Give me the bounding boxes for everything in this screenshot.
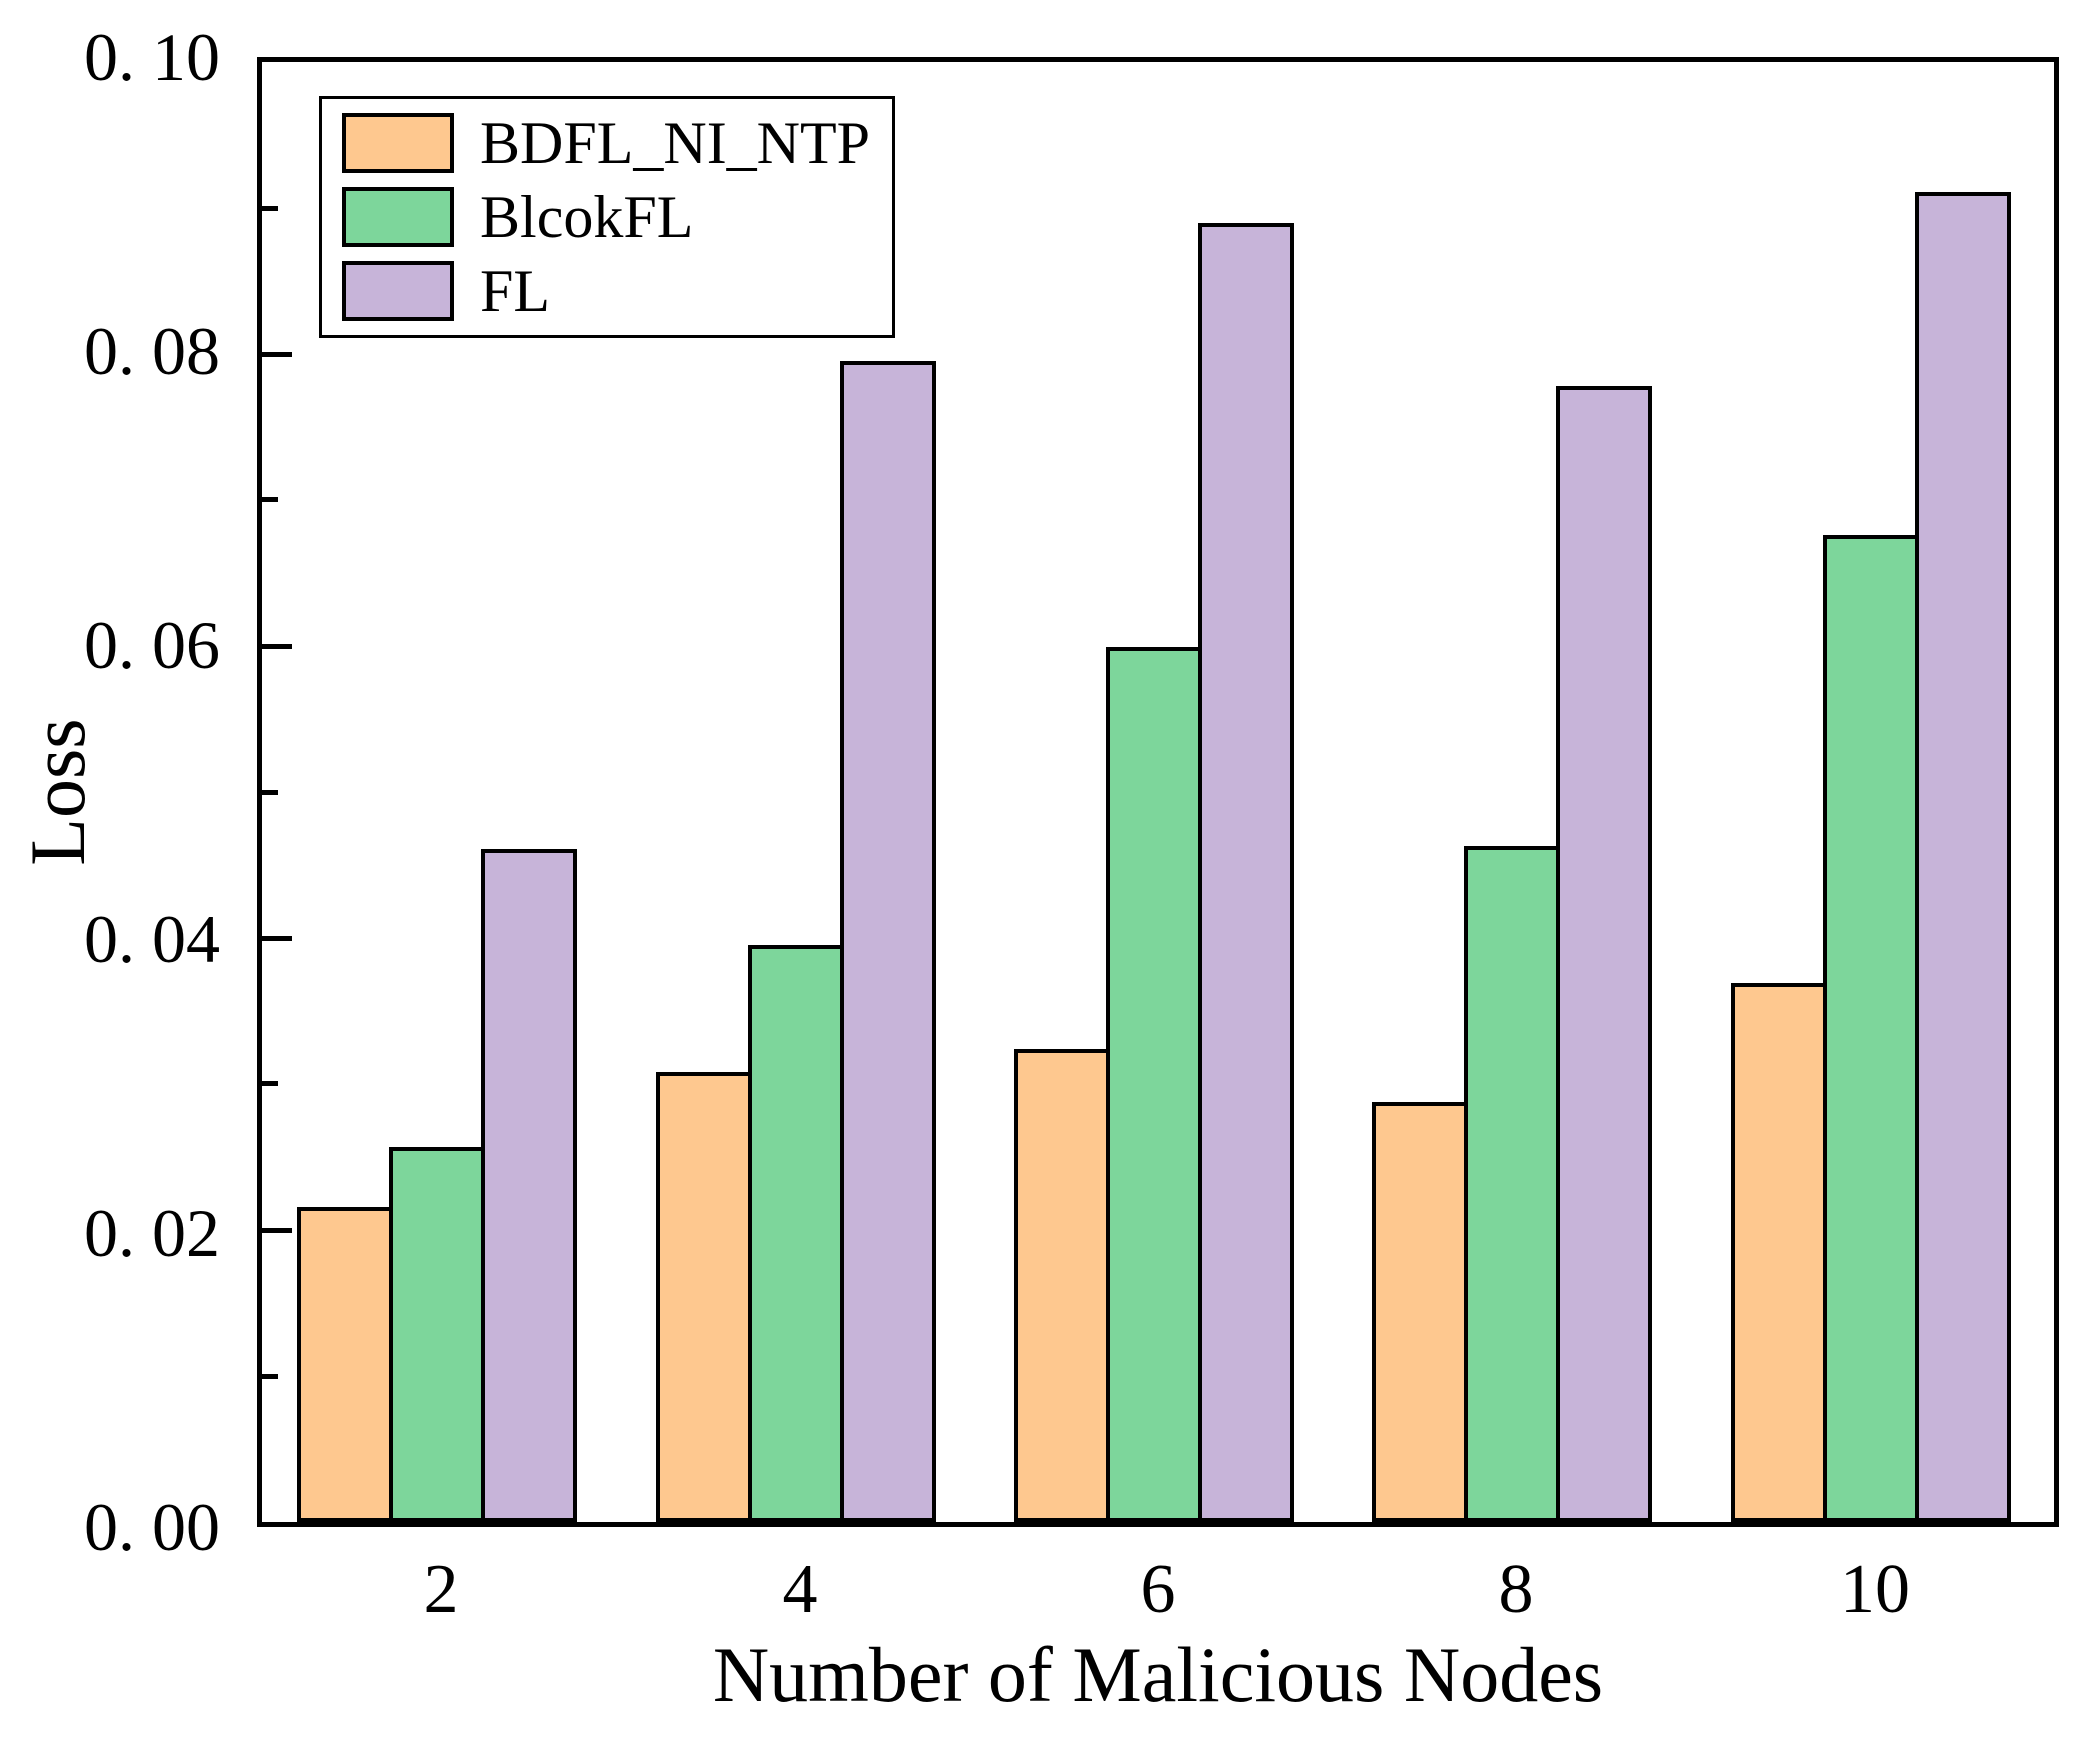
x-tick-label-2: 2 [423, 1551, 459, 1628]
bar-FL-x10 [1915, 192, 2011, 1522]
legend-label-blcokfl: BlcokFL [480, 184, 694, 250]
bar-BDFL_NI_NTP-x6 [1014, 1049, 1110, 1522]
x-axis-label: Number of Malicious Nodes [712, 1631, 1604, 1718]
x-tick-label-6: 6 [1140, 1551, 1176, 1628]
legend-item-fl: FL [342, 259, 870, 323]
y-major-tick-0.08 [262, 352, 292, 357]
legend: BDFL_NI_NTP BlcokFL FL [319, 96, 896, 338]
bar-FL-x4 [840, 361, 936, 1522]
legend-swatch-fl [342, 261, 454, 321]
y-major-tick-0.02 [262, 1228, 292, 1233]
legend-swatch-blcokfl [342, 187, 454, 247]
bar-BDFL_NI_NTP-x10 [1731, 983, 1827, 1522]
y-minor-tick-0.01 [262, 1374, 278, 1379]
y-minor-tick-0.07 [262, 497, 278, 502]
bar-FL-x6 [1198, 223, 1294, 1522]
bar-BlcokFL-x6 [1106, 647, 1202, 1522]
y-tick-label-0.02: 0. 02 [84, 1195, 220, 1271]
bar-FL-x2 [481, 849, 577, 1522]
legend-label-fl: FL [480, 258, 551, 324]
bar-BDFL_NI_NTP-x4 [656, 1072, 752, 1522]
x-tick-label-10: 10 [1840, 1551, 1910, 1628]
bar-BlcokFL-x2 [389, 1147, 485, 1522]
bar-BlcokFL-x8 [1464, 846, 1560, 1522]
bar-BDFL_NI_NTP-x8 [1372, 1102, 1468, 1522]
legend-item-blcokfl: BlcokFL [342, 185, 870, 249]
y-tick-label-0.00: 0. 00 [84, 1489, 220, 1565]
y-major-tick-0.06 [262, 644, 292, 649]
bar-BlcokFL-x10 [1823, 535, 1919, 1522]
y-tick-label-0.06: 0. 06 [84, 607, 220, 683]
y-minor-tick-0.05 [262, 790, 278, 795]
y-minor-tick-0.09 [262, 206, 278, 211]
y-major-tick-0.04 [262, 936, 292, 941]
bar-FL-x8 [1556, 386, 1652, 1522]
x-tick-label-4: 4 [782, 1551, 818, 1628]
x-tick-label-8: 8 [1498, 1551, 1534, 1628]
y-axis-label: Loss [14, 718, 101, 866]
y-tick-label-0.08: 0. 08 [84, 313, 220, 389]
legend-label-bdfl-ni-ntp: BDFL_NI_NTP [480, 110, 871, 176]
y-tick-label-0.04: 0. 04 [84, 901, 220, 977]
plot-area: BDFL_NI_NTP BlcokFL FL [257, 57, 2059, 1527]
legend-swatch-bdfl-ni-ntp [342, 113, 454, 173]
legend-item-bdfl-ni-ntp: BDFL_NI_NTP [342, 111, 870, 175]
bar-BlcokFL-x4 [748, 945, 844, 1522]
y-minor-tick-0.03 [262, 1081, 278, 1086]
y-tick-label-0.10: 0. 10 [84, 19, 220, 95]
bar-BDFL_NI_NTP-x2 [297, 1207, 393, 1522]
